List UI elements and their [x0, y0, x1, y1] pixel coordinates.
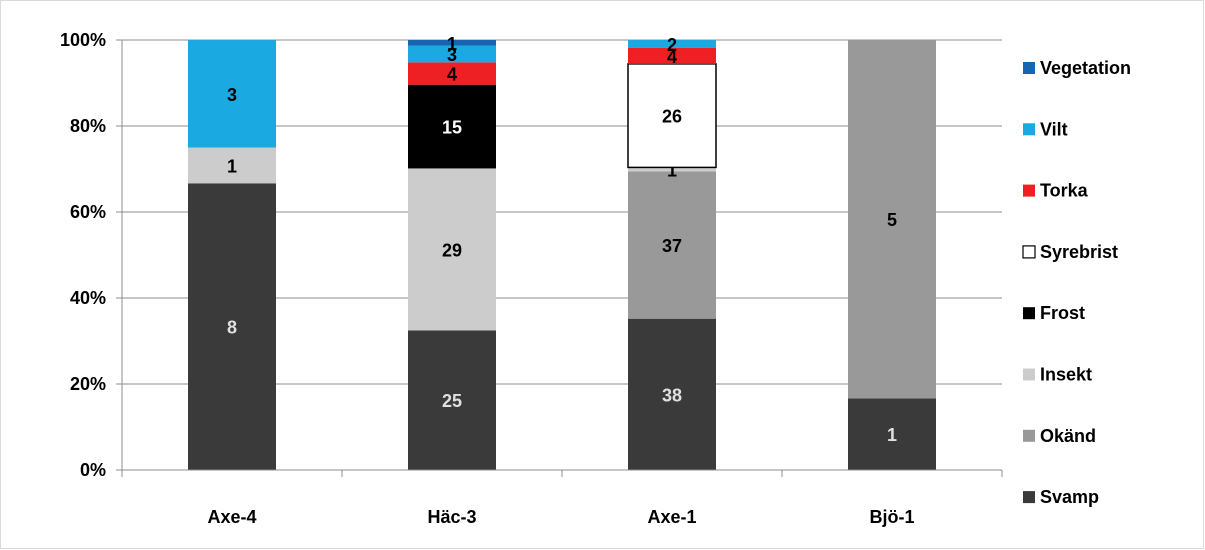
bar-segment-vilt: [188, 40, 276, 148]
legend-label: Frost: [1040, 303, 1085, 323]
legend: Vegetation Vilt Torka Syrebrist Frost Insekt O…: [1022, 58, 1131, 507]
y-tick-label: 40%: [70, 288, 106, 308]
legend-label: Syrebrist: [1040, 242, 1118, 262]
data-label: 8: [227, 318, 237, 338]
data-label: 1: [887, 425, 897, 445]
bar-segment-svamp: [848, 398, 936, 470]
x-category-label: Axe-1: [647, 507, 696, 527]
legend-swatch: [1023, 184, 1035, 197]
bar-segment-svamp: [408, 330, 496, 470]
bar-segment-ok-nd: [628, 171, 716, 319]
data-label: 5: [887, 210, 897, 230]
bar-segment-insekt: [188, 147, 276, 184]
legend-swatch: [1023, 62, 1035, 74]
legend-swatch: [1023, 429, 1035, 442]
data-label: 38: [662, 385, 682, 405]
legend-label: Okänd: [1040, 426, 1096, 446]
data-label: 25: [442, 391, 462, 411]
y-tick-label: 20%: [70, 374, 106, 394]
bar-segment-torka: [408, 62, 496, 85]
data-label: 4: [667, 47, 677, 67]
data-label: 2: [667, 35, 677, 55]
bar-segment-insekt: [628, 167, 716, 172]
bar-segment-frost: [408, 84, 496, 169]
legend-label: Vegetation: [1040, 58, 1131, 78]
bar-segment-vegetation: [408, 40, 496, 46]
data-label: 26: [662, 107, 682, 127]
legend-label: Vilt: [1040, 119, 1068, 139]
data-label: 3: [227, 85, 237, 105]
y-tick-label: 100%: [60, 30, 106, 50]
legend-swatch: [1022, 245, 1036, 259]
legend-item-torka: Torka: [1023, 181, 1089, 201]
data-label: 37: [662, 236, 682, 256]
legend-swatch: [1023, 491, 1035, 504]
x-category-label: Häc-3: [427, 507, 476, 527]
bar-segment-torka: [628, 47, 716, 64]
bar-segment-vilt: [408, 45, 496, 63]
legend-item-svamp: Svamp: [1023, 487, 1099, 507]
y-axis-tick-labels: 0% 20% 40% 60% 80% 100%: [60, 30, 106, 480]
legend-swatch: [1023, 368, 1035, 381]
y-tick-label: 0%: [80, 460, 106, 480]
y-tick-label: 80%: [70, 116, 106, 136]
bar-segment-insekt: [408, 168, 496, 331]
legend-label: Insekt: [1040, 365, 1092, 385]
data-label: 1: [227, 156, 237, 176]
x-category-label: Bjö-1: [870, 507, 915, 527]
data-label: 4: [447, 65, 457, 85]
legend-label: Torka: [1040, 181, 1089, 201]
bar-segment-ok-nd: [848, 40, 936, 399]
data-label: 29: [442, 240, 462, 260]
axes: [116, 39, 1003, 477]
bar-segment-syrebrist: [627, 63, 717, 169]
data-label: 15: [442, 118, 462, 138]
legend-item-vilt: Vilt: [1023, 119, 1068, 139]
x-category-label: Axe-4: [207, 507, 256, 527]
legend-item-frost: Frost: [1023, 303, 1085, 323]
data-label: 1: [667, 160, 677, 180]
legend-item-vegetation: Vegetation: [1023, 58, 1131, 78]
legend-item-ok-nd: Okänd: [1023, 426, 1096, 446]
legend-swatch: [1023, 123, 1035, 136]
bar-segment-svamp: [188, 183, 276, 471]
data-label: 3: [447, 45, 457, 65]
legend-item-syrebrist: Syrebrist: [1022, 242, 1118, 262]
legend-item-insekt: Insekt: [1023, 365, 1092, 385]
x-axis-category-labels: Axe-4 Häc-3 Axe-1 Bjö-1: [207, 507, 914, 527]
legend-label: Svamp: [1040, 487, 1099, 507]
data-label: 1: [447, 34, 457, 54]
bar-segment-svamp: [628, 318, 716, 470]
y-tick-label: 60%: [70, 202, 106, 222]
bar-segment-vilt: [628, 40, 716, 48]
legend-swatch: [1023, 307, 1035, 320]
